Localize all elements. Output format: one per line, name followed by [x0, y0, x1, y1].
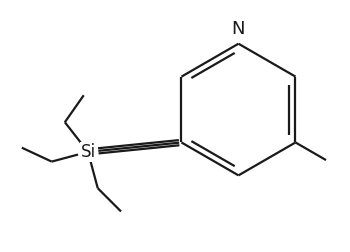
- Text: N: N: [232, 20, 245, 38]
- Text: Si: Si: [80, 143, 96, 161]
